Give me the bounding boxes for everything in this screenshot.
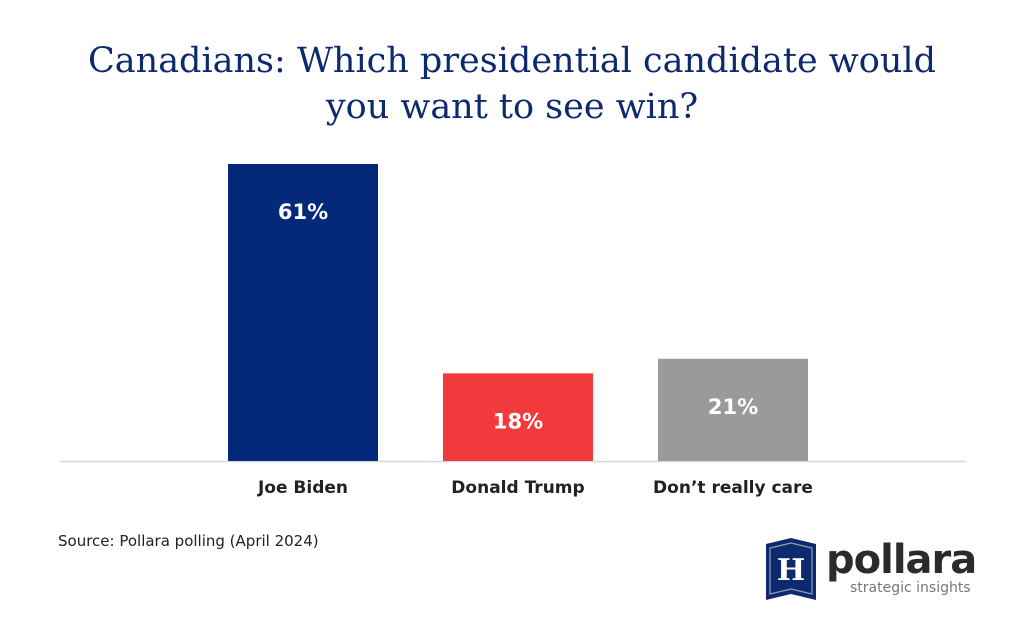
logo-mark-letter: H xyxy=(777,553,805,588)
bar-don-t-really-care xyxy=(658,358,808,461)
pollara-logo: H pollara strategic insights xyxy=(766,538,977,602)
chart-title-line-2: you want to see win? xyxy=(325,87,699,127)
logo-tagline: strategic insights xyxy=(850,580,971,596)
source-note: Source: Pollara polling (April 2024) xyxy=(58,532,319,550)
chart-title-line-1: Canadians: Which presidential candidate … xyxy=(88,41,936,81)
tick-label-joe-biden: Joe Biden xyxy=(257,478,348,498)
bar-donald-trump xyxy=(443,373,593,461)
pollara-logo-icon: H xyxy=(766,538,816,600)
logo-wordmark: pollara xyxy=(826,537,977,583)
chart-title: Canadians: Which presidential candidate … xyxy=(0,38,1024,130)
data-label-donald-trump: 18% xyxy=(493,409,543,433)
data-label-don-t-really-care: 21% xyxy=(708,395,758,419)
tick-label-don-t-really-care: Don’t really care xyxy=(653,478,813,498)
bar-joe-biden xyxy=(228,164,378,461)
data-label-joe-biden: 61% xyxy=(278,200,328,224)
tick-label-donald-trump: Donald Trump xyxy=(451,478,584,498)
